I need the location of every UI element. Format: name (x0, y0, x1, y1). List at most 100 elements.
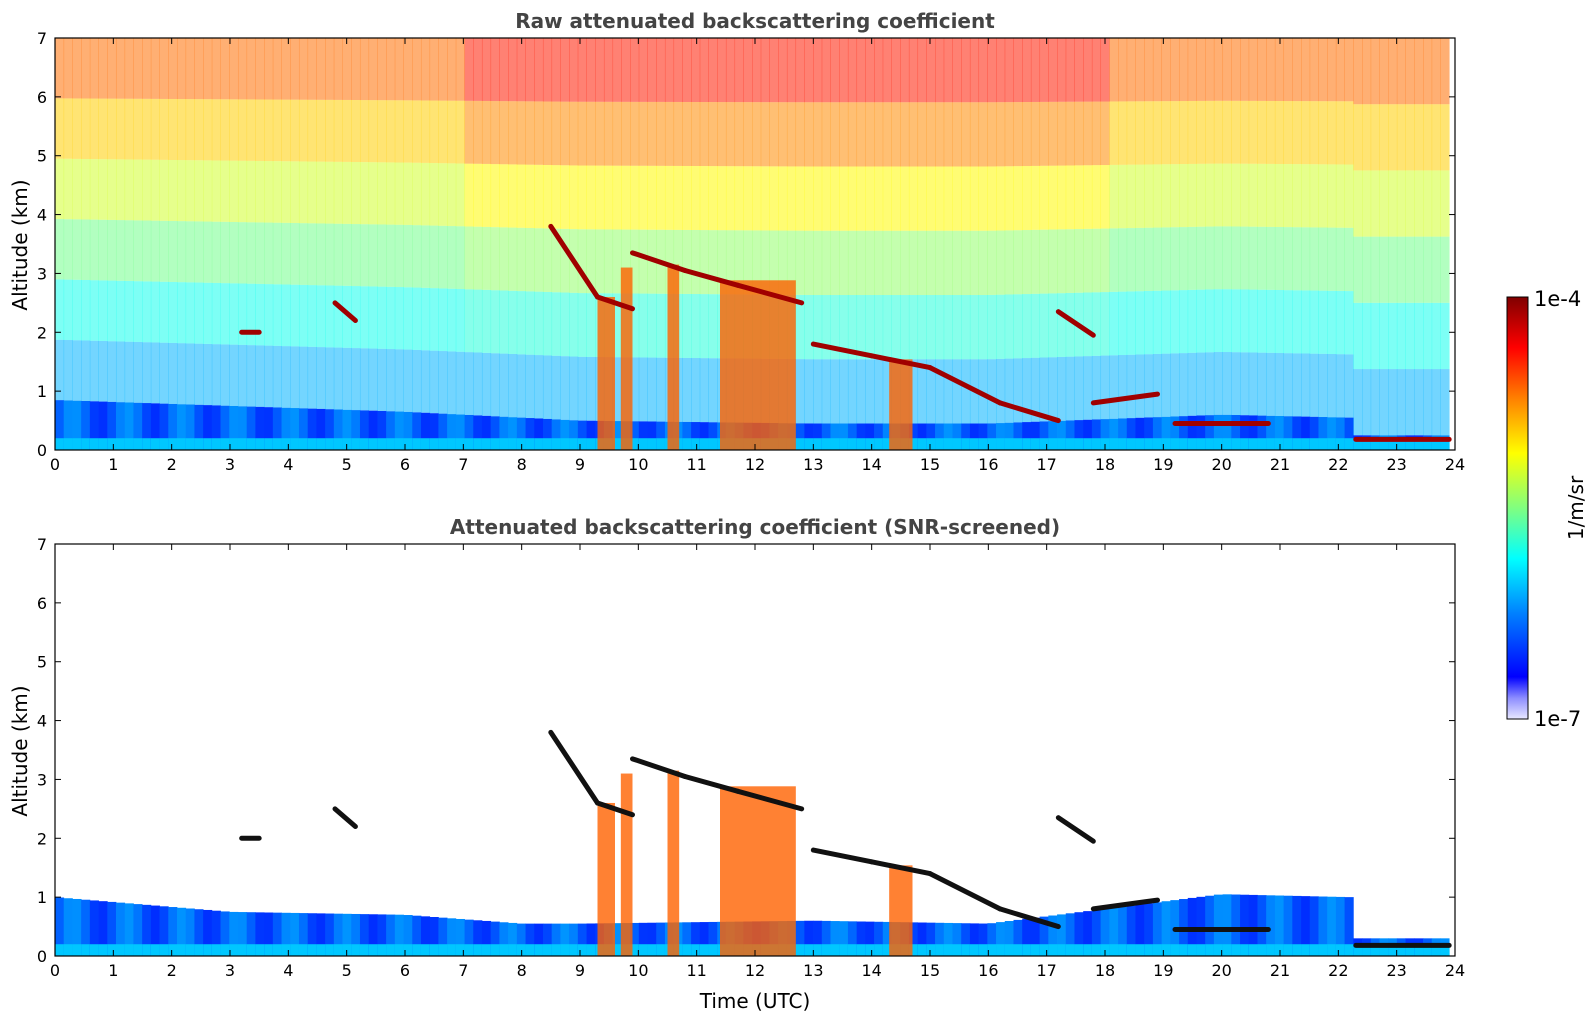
noise-cell (1013, 102, 1023, 167)
boundary-layer-cell (159, 906, 169, 956)
noise-cell (647, 357, 657, 422)
boundary-layer-cell (926, 922, 936, 956)
noise-cell (168, 38, 178, 99)
noise-cell (595, 101, 605, 166)
cloud-layer (1090, 897, 1160, 912)
surface-layer-cell (1118, 438, 1128, 450)
boundary-layer-cell (1048, 915, 1058, 956)
noise-cell (847, 230, 858, 296)
screened-heatmap (55, 729, 1452, 956)
noise-cell (1126, 228, 1136, 292)
x-tick-label: 21 (1270, 455, 1290, 474)
boundary-layer-cell (542, 923, 553, 956)
boundary-layer-cell (386, 411, 396, 450)
x-tick-label: 11 (686, 961, 706, 980)
noise-cell (98, 219, 108, 281)
noise-cell (72, 219, 82, 280)
noise-cell (1013, 166, 1023, 231)
noise-cell (1431, 170, 1441, 237)
surface-layer-cell (1362, 438, 1372, 450)
noise-cell (1170, 227, 1180, 291)
y-tick-label: 1 (37, 382, 47, 401)
noise-cell (490, 353, 500, 417)
screened-backscatter-panel: Attenuated backscattering coefficient (S… (8, 515, 1465, 1013)
noise-cell (176, 282, 187, 344)
noise-cell (359, 286, 370, 349)
y-tick-label: 2 (37, 829, 47, 848)
noise-cell (377, 38, 387, 101)
noise-cell (333, 161, 343, 224)
surface-layer-cell (821, 944, 831, 956)
surface-layer-cell (1187, 944, 1197, 956)
noise-cell (856, 230, 866, 296)
boundary-layer-cell (1240, 415, 1250, 450)
x-tick-label: 24 (1445, 961, 1465, 980)
surface-layer-cell (1196, 944, 1206, 956)
boundary-layer-cell (377, 410, 387, 450)
noise-cell (1039, 38, 1049, 102)
noise-cell (969, 38, 980, 103)
boundary-layer-cell (1135, 417, 1145, 450)
noise-cell (1109, 355, 1119, 419)
surface-layer-cell (1414, 944, 1424, 956)
noise-cell (1414, 302, 1424, 370)
noise-cell (908, 230, 919, 296)
noise-cell (194, 160, 204, 222)
surface-layer-cell (821, 438, 831, 450)
noise-cell (1405, 302, 1415, 370)
virga-column (620, 267, 633, 450)
noise-cell (133, 341, 143, 403)
surface-layer-cell (1057, 438, 1067, 450)
noise-cell (325, 285, 335, 348)
noise-cell (952, 359, 962, 424)
noise-cell (508, 164, 518, 228)
boundary-layer-cell (577, 420, 587, 450)
boundary-layer-cell (237, 912, 248, 956)
surface-layer-cell (1240, 944, 1250, 956)
noise-cell (569, 165, 579, 230)
surface-layer-cell (1118, 944, 1128, 956)
noise-cell (464, 38, 474, 101)
surface-layer-cell (630, 438, 640, 450)
noise-cell (1022, 102, 1032, 167)
noise-cell (89, 280, 99, 341)
surface-layer-cell (1135, 438, 1145, 450)
noise-cell (961, 230, 971, 296)
boundary-layer-cell (874, 921, 884, 956)
surface-layer-cell (708, 944, 718, 956)
noise-cell (1152, 101, 1163, 165)
noise-cell (473, 352, 483, 416)
noise-cell (342, 347, 352, 410)
noise-cell (917, 38, 927, 103)
noise-cell (1030, 165, 1041, 230)
noise-cell (935, 295, 945, 360)
noise-cell (1379, 38, 1389, 105)
noise-cell (72, 158, 82, 220)
noise-cell (1231, 352, 1241, 415)
noise-cell (1423, 170, 1433, 237)
noise-cell (1074, 356, 1084, 421)
noise-cell (63, 219, 73, 280)
noise-cell (551, 101, 561, 166)
noise-cell (377, 286, 387, 349)
noise-cell (1074, 229, 1084, 293)
surface-layer-cell (1257, 438, 1267, 450)
noise-cell (1074, 101, 1084, 166)
surface-layer-cell (908, 438, 919, 450)
noise-cell (1440, 369, 1450, 436)
y-tick-label: 4 (37, 712, 47, 731)
cloud-layer (682, 267, 740, 288)
noise-cell (351, 348, 361, 411)
surface-layer-cell (1039, 944, 1049, 956)
noise-cell (420, 350, 431, 413)
surface-layer-cell (926, 438, 936, 450)
noise-cell (560, 165, 570, 229)
surface-layer-cell (1327, 438, 1337, 450)
boundary-layer-cell (359, 410, 370, 450)
boundary-layer-cell (691, 922, 701, 956)
boundary-layer-cell (699, 922, 709, 956)
noise-cell (455, 351, 465, 415)
noise-cell (821, 359, 831, 424)
surface-layer-cell (569, 944, 579, 956)
boundary-layer-cell (115, 902, 126, 956)
